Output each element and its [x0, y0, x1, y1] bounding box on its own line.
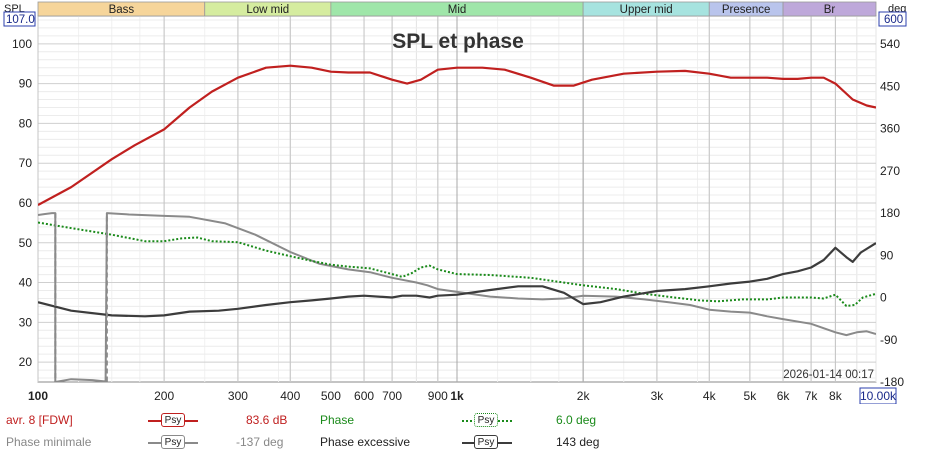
x-tick-label: 500 [321, 389, 341, 403]
x-readout-box [859, 387, 897, 404]
x-tick-label: 100 [28, 389, 48, 403]
y-tick-right: 270 [880, 164, 900, 178]
series-avr-8-fdw- [38, 64, 876, 206]
y-tick-right: 90 [880, 248, 894, 262]
y-tick-left: 50 [19, 236, 33, 250]
y-top-value: 107.0 [6, 14, 35, 26]
legend-value-avr8: 83.6 dB [246, 413, 288, 427]
y-tick-left: 40 [19, 276, 33, 290]
y-top-value-box [3, 11, 36, 27]
series-phase [38, 221, 876, 307]
series-phase-excessive [38, 242, 876, 318]
y-tick-left: 30 [19, 315, 33, 329]
psy-button-avr8[interactable]: Psy [161, 413, 185, 427]
y-tick-right: 540 [880, 37, 900, 51]
x-tick-label: 700 [382, 389, 402, 403]
x-tick-label: 200 [154, 389, 174, 403]
y-tick-left: 90 [19, 77, 33, 91]
psy-button-phase-excessive[interactable]: Psy [474, 435, 498, 449]
x-tick-label: 2k [577, 389, 591, 403]
x-tick-label: 4k [703, 389, 717, 403]
band-label: Mid [448, 4, 467, 16]
chart-title: SPL et phase [392, 30, 524, 53]
x-tick-label: 900 [428, 389, 448, 403]
legend-name-avr8: avr. 8 [FDW] [6, 413, 73, 427]
band-label: Low mid [246, 4, 289, 16]
legend-panel: avr. 8 [FDW] Psy 83.6 dB Phase Psy 6.0 d… [0, 404, 930, 457]
legend-name-phase: Phase [320, 413, 355, 427]
x-tick-label: 5k [744, 389, 758, 403]
series-phase-minimale [38, 212, 876, 382]
y-tick-right: -90 [880, 333, 898, 347]
y-tick-left: 80 [19, 116, 33, 130]
x-tick-label: 300 [228, 389, 248, 403]
x-tick-label: 6k [777, 389, 791, 403]
legend-name-phase-excessive: Phase excessive [320, 435, 411, 449]
y-tick-right: 0 [880, 291, 887, 305]
spl-phase-chart: Bass Low mid Mid Upper mid Presence BrSPL107.… [3, 1, 907, 404]
psy-button-phase[interactable]: Psy [474, 413, 498, 427]
y-tick-left: 60 [19, 196, 33, 210]
y-tick-right: 180 [880, 206, 900, 220]
x-tick-label: 600 [354, 389, 374, 403]
y-tick-right: 360 [880, 122, 900, 136]
band-br [782, 1, 877, 17]
y-tick-left: 100 [12, 37, 32, 51]
x-tick-label: 400 [280, 389, 300, 403]
x-tick-label: 3k [651, 389, 665, 403]
legend-value-phase-minimale: -137 deg [236, 435, 284, 449]
x-tick-label: 8k [829, 389, 843, 403]
legend-value-phase-excessive: 143 deg [556, 435, 600, 449]
y-tick-left: 20 [19, 355, 33, 369]
x-tick-label: 1k [450, 389, 464, 403]
band-label: Br [824, 4, 836, 16]
y-tick-left: 70 [19, 156, 33, 170]
y-right-top-value-box [878, 11, 907, 27]
timestamp: 2026-01-14 00:17 [783, 369, 874, 381]
x-tick-label: 7k [805, 389, 819, 403]
legend-value-phase: 6.0 deg [556, 413, 597, 427]
x-readout: 10.00k [860, 389, 897, 403]
y-tick-right: -180 [880, 375, 904, 389]
y-tick-right: 450 [880, 79, 900, 93]
band-label: Presence [722, 4, 771, 16]
y-right-top-value: 600 [884, 14, 903, 26]
band-label: Bass [109, 4, 135, 16]
band-label: Upper mid [620, 4, 673, 16]
legend-name-phase-minimale: Phase minimale [6, 435, 92, 449]
psy-button-phase-minimale[interactable]: Psy [161, 435, 185, 449]
